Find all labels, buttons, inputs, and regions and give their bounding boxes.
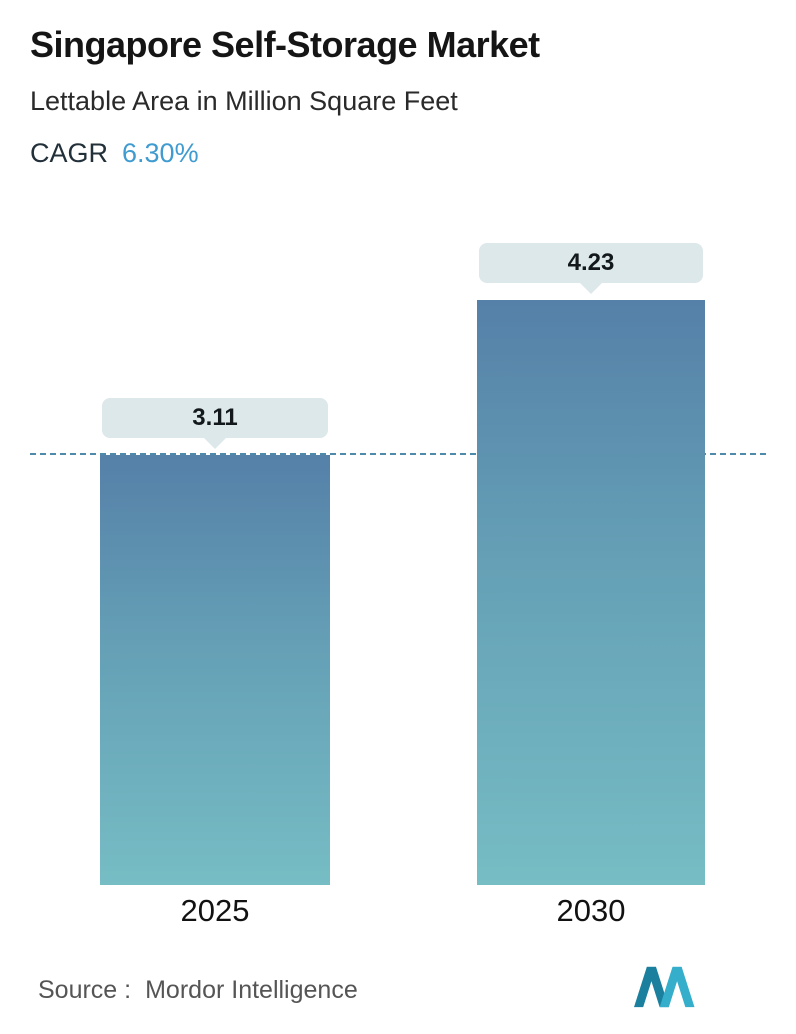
bar-group-2030: 4.23 [477, 243, 705, 885]
cagr-row: CAGR 6.30% [30, 138, 199, 169]
value-label-2025: 3.11 [192, 404, 238, 431]
source-text: Source : Mordor Intelligence [38, 976, 358, 1005]
value-tooltip-2030: 4.23 [479, 243, 703, 294]
bar-2030 [477, 300, 705, 885]
cagr-value: 6.30% [122, 138, 199, 168]
chart-title: Singapore Self-Storage Market [30, 24, 540, 65]
chart-subtitle: Lettable Area in Million Square Feet [30, 86, 458, 116]
cagr-label: CAGR [30, 138, 109, 168]
value-label-2030: 4.23 [567, 249, 615, 276]
value-tooltip-2025: 3.11 [102, 398, 328, 449]
bar-group-2025: 3.11 [100, 398, 330, 885]
source-value: Mordor Intelligence [145, 976, 358, 1004]
footer: Source : Mordor Intelligence [0, 964, 796, 1034]
x-axis-label-2025: 2025 [180, 893, 250, 928]
bar-2025 [100, 455, 330, 885]
source-label: Source : [38, 976, 132, 1004]
mordor-intelligence-logo [634, 966, 695, 1008]
reference-dashed-line [30, 453, 766, 455]
x-axis-label-2030: 2030 [556, 893, 626, 928]
